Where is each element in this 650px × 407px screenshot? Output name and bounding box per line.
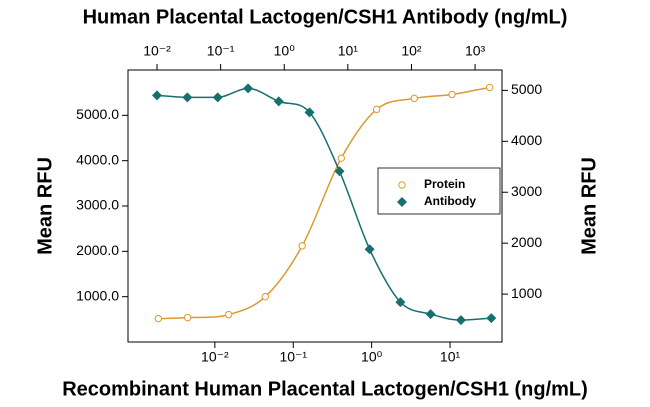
point [425, 309, 436, 320]
x2-tick-label: 10³ [465, 43, 486, 59]
point [410, 94, 418, 103]
legend-label: Protein [424, 177, 465, 191]
y-tick-label: 5000.0 [76, 106, 119, 122]
point [243, 83, 254, 94]
legend-marker [398, 181, 406, 189]
x2-tick-label: 10² [401, 43, 422, 59]
point [154, 314, 163, 323]
x-tick-label: 10¹ [440, 349, 461, 365]
point [486, 313, 497, 324]
point [212, 92, 223, 103]
point [152, 90, 163, 101]
point [485, 83, 494, 92]
y2-tick-label: 1000 [511, 285, 542, 301]
x2-tick-label: 10¹ [338, 43, 359, 59]
x-tick-label: 10⁻² [201, 349, 229, 365]
point [364, 244, 375, 255]
point [455, 315, 466, 326]
y-tick-label: 3000.0 [76, 197, 119, 213]
y2-tick-label: 2000 [511, 234, 542, 250]
point [372, 105, 381, 114]
y2-tick-label: 5000 [511, 81, 542, 97]
y2-tick-label: 3000 [511, 183, 542, 199]
y-tick-label: 2000.0 [76, 242, 119, 258]
point [395, 297, 406, 308]
x2-tick-label: 10⁰ [274, 43, 296, 59]
x2-tick-label: 10⁻² [143, 43, 171, 59]
point [224, 310, 233, 319]
legend-marker [397, 197, 407, 207]
point [337, 154, 345, 162]
point [298, 242, 306, 250]
x-axis-label: Recombinant Human Placental Lactogen/CSH… [62, 378, 588, 400]
point [261, 292, 269, 301]
y-tick-label: 1000.0 [76, 287, 119, 303]
x-tick-label: 10⁻¹ [279, 349, 307, 365]
point [448, 90, 456, 99]
y2-axis-label: Mean RFU [578, 157, 600, 255]
x2-tick-label: 10⁻¹ [207, 43, 235, 59]
legend-label: Antibody [424, 194, 476, 208]
point [182, 92, 193, 103]
x-tick-label: 10⁰ [361, 349, 383, 365]
fit-curve [158, 86, 490, 320]
chart-title: Human Placental Lactogen/CSH1 Antibody (… [83, 6, 568, 28]
y-tick-label: 4000.0 [76, 151, 119, 167]
legend-box [377, 167, 501, 215]
y-axis-label: Mean RFU [34, 157, 56, 255]
point [183, 313, 192, 322]
y2-tick-label: 4000 [511, 132, 542, 148]
point [334, 166, 345, 177]
point [273, 96, 284, 107]
point [304, 107, 315, 118]
